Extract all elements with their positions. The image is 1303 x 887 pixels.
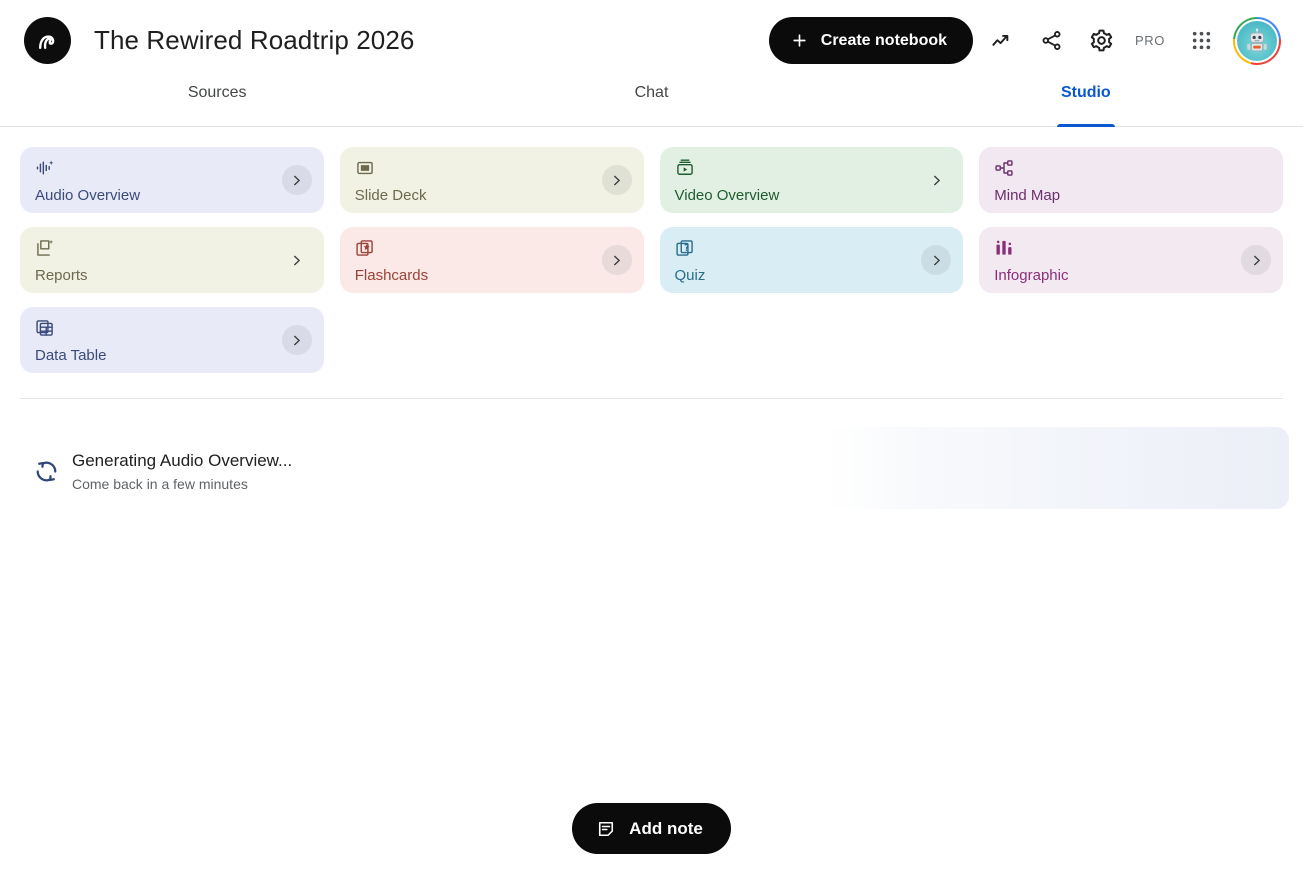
- sync-refresh-icon: [20, 458, 72, 485]
- data-table-icon: [36, 320, 53, 336]
- tab-sources[interactable]: Sources: [0, 81, 434, 126]
- avatar-inner: [1235, 18, 1279, 63]
- studio-card-video-overview[interactable]: Video Overview: [659, 147, 964, 213]
- settings-button[interactable]: [1079, 19, 1123, 63]
- report-sparkle-icon: [35, 238, 310, 258]
- studio-card-open-button[interactable]: [1241, 245, 1271, 275]
- section-divider: [20, 398, 1283, 399]
- brand-group: The Rewired Roadtrip 2026: [24, 17, 414, 64]
- trending-up-icon: [991, 34, 1008, 46]
- main-tabs: Sources Chat Studio: [0, 81, 1303, 127]
- bar-chart-icon: [996, 240, 1012, 255]
- studio-card-label: Reports: [35, 267, 88, 284]
- studio-card-open-button[interactable]: [601, 165, 632, 195]
- mind-map-nodes-icon: [994, 158, 1269, 178]
- apps-grid-icon: [1192, 31, 1210, 50]
- chevron-right-icon: [933, 175, 940, 185]
- pro-badge: PRO: [1135, 33, 1165, 48]
- share-button[interactable]: [1029, 19, 1073, 63]
- studio-card-open-button[interactable]: [921, 245, 952, 275]
- generating-title: Generating Audio Overview...: [72, 450, 293, 470]
- studio-card-slide-deck[interactable]: Slide Deck: [339, 147, 644, 213]
- note-icon: [599, 821, 614, 836]
- studio-card-open-button[interactable]: [281, 325, 312, 355]
- studio-card-reports[interactable]: Reports: [20, 227, 324, 293]
- header-actions: Create notebook PRO: [768, 0, 1281, 81]
- studio-card-label: Mind Map: [994, 187, 1061, 204]
- chevron-right-icon: [933, 255, 940, 265]
- studio-card-infographic[interactable]: Infographic: [979, 227, 1283, 293]
- studio-card-open-button[interactable]: [282, 245, 312, 275]
- chevron-right-icon: [614, 175, 620, 185]
- studio-card-open-button[interactable]: [601, 245, 632, 275]
- studio-card-label: Video Overview: [674, 187, 780, 204]
- bar-chart-icon: [994, 238, 1269, 258]
- studio-card-label: Flashcards: [354, 267, 429, 284]
- chevron-right-icon: [1253, 255, 1260, 265]
- video-play-icon: [675, 158, 950, 178]
- notebooklm-logo-icon[interactable]: [24, 17, 71, 64]
- mind-map-nodes-icon: [995, 160, 1013, 176]
- studio-card-audio-overview[interactable]: Audio Overview: [20, 147, 324, 213]
- studio-panel: Audio Overview Slide Deck Video Overview Mi…: [0, 127, 1303, 399]
- flashcards-star-icon: [356, 240, 373, 256]
- add-note-label: Add note: [629, 818, 703, 838]
- studio-card-mind-map[interactable]: Mind Map: [979, 147, 1283, 213]
- studio-card-quiz[interactable]: Quiz: [659, 227, 964, 293]
- slide-frame-icon: [356, 161, 373, 175]
- generating-subtitle: Come back in a few minutes: [72, 475, 248, 492]
- studio-card-open-button[interactable]: [921, 165, 951, 195]
- studio-card-label: Audio Overview: [35, 187, 141, 204]
- chevron-right-icon: [294, 335, 301, 345]
- studio-card-open-button[interactable]: [281, 165, 312, 195]
- tab-chat[interactable]: Chat: [434, 81, 868, 126]
- chevron-right-icon: [614, 255, 620, 265]
- studio-card-flashcards[interactable]: Flashcards: [339, 227, 644, 293]
- app-header: The Rewired Roadtrip 2026 Create noteboo…: [0, 0, 1303, 81]
- audio-waveform-sparkle-icon: [36, 160, 54, 175]
- data-table-icon: [35, 318, 310, 338]
- quiz-question-icon: [675, 238, 950, 258]
- chevron-right-icon: [294, 255, 301, 265]
- studio-card-label: Slide Deck: [354, 187, 427, 204]
- studio-card-label: Infographic: [994, 267, 1069, 284]
- robot-glyph: [1247, 28, 1267, 51]
- avatar[interactable]: [1233, 16, 1281, 65]
- flashcards-star-icon: [355, 238, 630, 258]
- quiz-question-icon: [675, 240, 693, 256]
- create-notebook-label: Create notebook: [820, 31, 948, 49]
- plus-icon: [793, 34, 806, 47]
- generating-text: Generating Audio Overview... Come back i…: [72, 451, 292, 492]
- slide-frame-icon: [355, 158, 630, 178]
- analytics-button[interactable]: [979, 19, 1023, 63]
- gear-icon: [1090, 29, 1112, 52]
- studio-card-label: Quiz: [674, 267, 706, 284]
- video-play-icon: [676, 159, 693, 175]
- add-note-button[interactable]: Add note: [572, 803, 731, 854]
- apps-button[interactable]: [1179, 19, 1223, 63]
- logo-glyph: [39, 35, 55, 49]
- robot-avatar-icon: [1237, 20, 1277, 61]
- studio-card-label: Data Table: [35, 347, 107, 364]
- studio-card-data-table[interactable]: Data Table: [20, 307, 324, 373]
- chevron-right-icon: [294, 175, 301, 185]
- report-sparkle-icon: [37, 239, 54, 256]
- create-notebook-button[interactable]: Create notebook: [768, 17, 974, 64]
- generating-status-row: Generating Audio Overview... Come back i…: [0, 399, 1303, 515]
- loading-shimmer-placeholder: [828, 427, 1289, 509]
- sync-glyph: [36, 461, 56, 481]
- studio-card-grid: Audio Overview Slide Deck Video Overview Mi…: [20, 147, 1283, 373]
- page-title: The Rewired Roadtrip 2026: [94, 25, 415, 55]
- audio-waveform-sparkle-icon: [35, 158, 310, 178]
- tab-studio[interactable]: Studio: [869, 81, 1303, 126]
- add-note-container: Add note: [0, 803, 1303, 854]
- share-icon: [1042, 31, 1060, 50]
